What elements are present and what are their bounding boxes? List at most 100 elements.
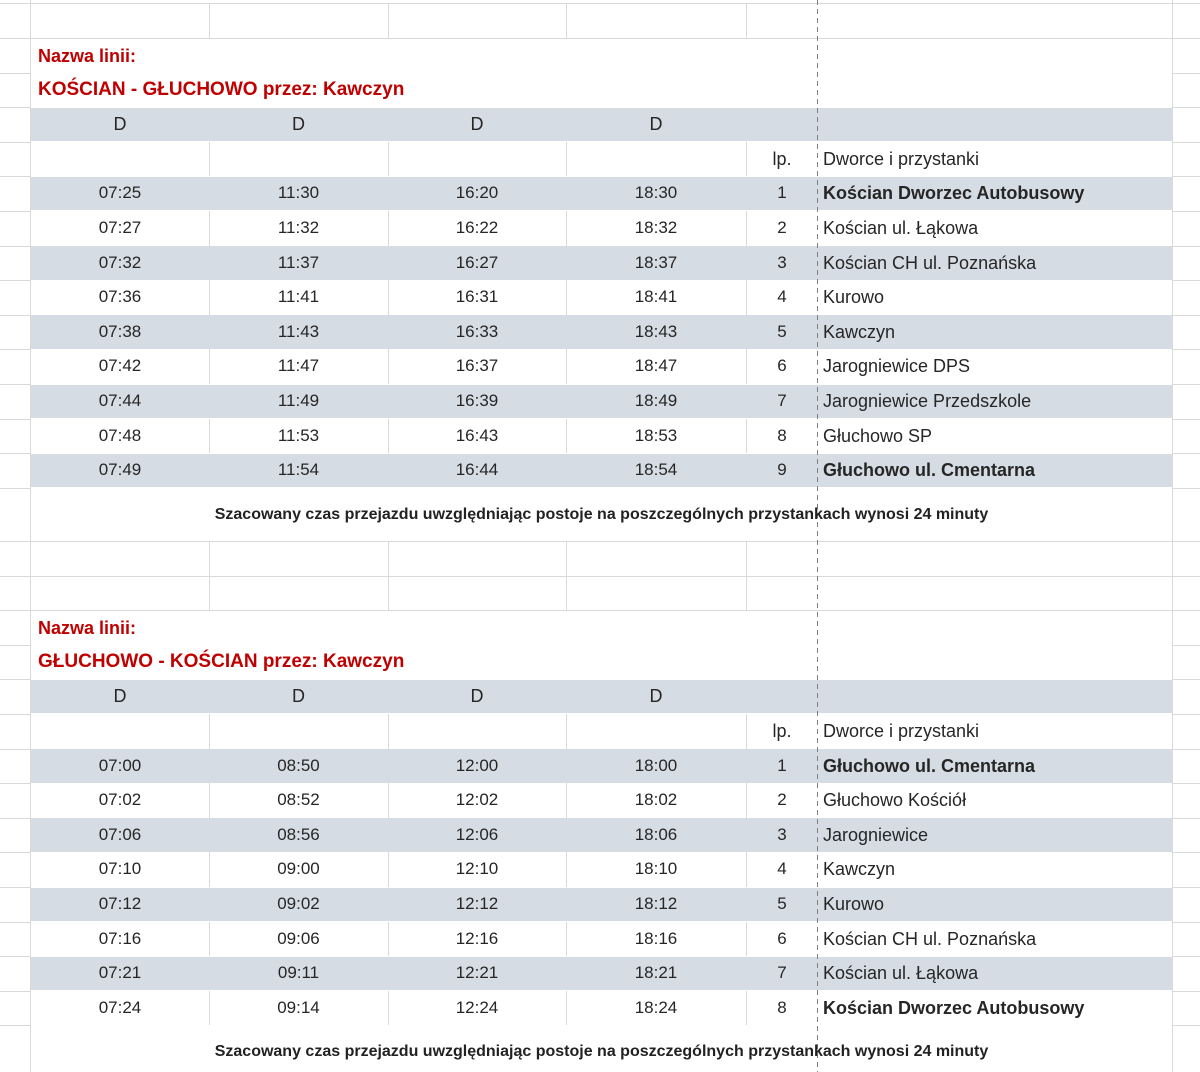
time-cell[interactable]: 07:49	[98, 460, 142, 480]
time-cell[interactable]: 12:24	[455, 997, 499, 1017]
stop-name-cell[interactable]: Kościan CH ul. Poznańska	[823, 252, 1037, 273]
time-cell[interactable]: 09:11	[277, 963, 320, 983]
stop-name-cell[interactable]: Kurowo	[823, 894, 885, 914]
time-cell[interactable]: 11:43	[277, 321, 320, 341]
time-cell[interactable]: 07:32	[98, 252, 142, 272]
stop-name-cell[interactable]: Kościan Dworzec Autobusowy	[823, 183, 1085, 204]
lp-header[interactable]: lp.	[772, 721, 792, 741]
time-cell[interactable]: 11:49	[277, 391, 320, 410]
stop-name-cell[interactable]: Głuchowo ul. Cmentarna	[823, 460, 1036, 481]
stop-name-cell[interactable]: Kościan ul. Łąkowa	[823, 963, 979, 984]
time-cell[interactable]: 12:06	[455, 824, 499, 844]
time-cell[interactable]: 16:22	[455, 218, 499, 237]
time-cell[interactable]: 18:47	[634, 356, 678, 376]
time-cell[interactable]: 12:02	[455, 790, 499, 810]
row-number-cell[interactable]: 2	[777, 218, 787, 237]
time-cell[interactable]: 16:33	[455, 321, 499, 341]
time-cell[interactable]: 07:21	[98, 963, 142, 983]
day-code-header[interactable]: D	[470, 686, 484, 707]
time-cell[interactable]: 07:10	[98, 859, 142, 879]
row-number-cell[interactable]: 1	[777, 183, 787, 203]
time-cell[interactable]: 07:24	[98, 997, 142, 1017]
time-cell[interactable]: 07:06	[98, 824, 142, 844]
travel-time-note[interactable]: Szacowany czas przejazdu uwzględniając p…	[214, 505, 989, 523]
stops-header[interactable]: Dworce i przystanki	[823, 721, 980, 741]
stop-name-cell[interactable]: Jarogniewice DPS	[823, 356, 971, 377]
row-number-cell[interactable]: 5	[777, 894, 787, 913]
line-name-label[interactable]: Nazwa linii:	[38, 618, 137, 639]
time-cell[interactable]: 11:32	[277, 218, 320, 237]
day-code-header[interactable]: D	[470, 114, 484, 135]
time-cell[interactable]: 11:53	[277, 425, 320, 445]
time-cell[interactable]: 12:21	[455, 963, 499, 983]
time-cell[interactable]: 18:30	[634, 183, 678, 203]
time-cell[interactable]: 12:12	[455, 894, 499, 913]
row-number-cell[interactable]: 6	[777, 928, 787, 948]
time-cell[interactable]: 09:06	[277, 928, 320, 948]
row-number-cell[interactable]: 7	[777, 963, 787, 983]
time-cell[interactable]: 07:12	[98, 894, 142, 913]
row-number-cell[interactable]: 1	[777, 755, 787, 775]
time-cell[interactable]: 16:43	[455, 425, 499, 445]
day-code-header[interactable]: D	[649, 114, 663, 135]
time-cell[interactable]: 18:21	[634, 963, 678, 983]
time-cell[interactable]: 07:02	[98, 790, 142, 810]
row-number-cell[interactable]: 6	[777, 356, 787, 376]
stop-name-cell[interactable]: Kościan Dworzec Autobusowy	[823, 997, 1085, 1018]
time-cell[interactable]: 18:06	[634, 824, 678, 844]
row-number-cell[interactable]: 3	[777, 252, 787, 272]
row-number-cell[interactable]: 4	[777, 859, 787, 879]
time-cell[interactable]: 16:31	[455, 287, 499, 307]
time-cell[interactable]: 16:37	[455, 356, 499, 376]
time-cell[interactable]: 08:52	[277, 790, 320, 810]
lp-header[interactable]: lp.	[772, 148, 792, 169]
time-cell[interactable]: 16:44	[455, 460, 499, 480]
time-cell[interactable]: 07:48	[98, 425, 142, 445]
time-cell[interactable]: 16:27	[455, 252, 499, 272]
time-cell[interactable]: 11:37	[277, 252, 320, 272]
time-cell[interactable]: 09:00	[277, 859, 320, 879]
time-cell[interactable]: 12:16	[455, 928, 499, 948]
row-number-cell[interactable]: 2	[777, 790, 787, 810]
time-cell[interactable]: 09:14	[277, 997, 320, 1017]
time-cell[interactable]: 11:54	[277, 460, 320, 480]
stop-name-cell[interactable]: Głuchowo ul. Cmentarna	[823, 755, 1036, 776]
stop-name-cell[interactable]: Kościan ul. Łąkowa	[823, 218, 979, 238]
row-number-cell[interactable]: 8	[777, 997, 787, 1017]
stop-name-cell[interactable]: Jarogniewice Przedszkole	[823, 391, 1032, 411]
time-cell[interactable]: 18:37	[634, 252, 678, 272]
stop-name-cell[interactable]: Kurowo	[823, 287, 885, 308]
time-cell[interactable]: 18:49	[634, 391, 678, 410]
time-cell[interactable]: 18:10	[634, 859, 678, 879]
stop-name-cell[interactable]: Głuchowo SP	[823, 425, 933, 446]
time-cell[interactable]: 07:36	[98, 287, 142, 307]
time-cell[interactable]: 07:16	[98, 928, 142, 948]
time-cell[interactable]: 11:41	[277, 287, 320, 307]
time-cell[interactable]: 16:20	[455, 183, 499, 203]
time-cell[interactable]: 18:54	[634, 460, 678, 480]
time-cell[interactable]: 07:27	[98, 218, 142, 237]
line-name-label[interactable]: Nazwa linii:	[38, 46, 137, 66]
time-cell[interactable]: 12:10	[455, 859, 499, 879]
time-cell[interactable]: 18:43	[634, 321, 678, 341]
line-title[interactable]: GŁUCHOWO - KOŚCIAN przez: Kawczyn	[38, 650, 405, 672]
stop-name-cell[interactable]: Głuchowo Kościół	[823, 790, 967, 811]
stops-header[interactable]: Dworce i przystanki	[823, 148, 980, 169]
stop-name-cell[interactable]: Kościan CH ul. Poznańska	[823, 928, 1037, 949]
row-number-cell[interactable]: 8	[777, 425, 787, 445]
day-code-header[interactable]: D	[113, 114, 127, 135]
time-cell[interactable]: 18:02	[634, 790, 678, 810]
time-cell[interactable]: 18:53	[634, 425, 678, 445]
stop-name-cell[interactable]: Jarogniewice	[823, 824, 929, 845]
stop-name-cell[interactable]: Kawczyn	[823, 321, 896, 342]
row-number-cell[interactable]: 5	[777, 321, 787, 341]
row-number-cell[interactable]: 9	[777, 460, 787, 480]
day-code-header[interactable]: D	[649, 686, 663, 707]
time-cell[interactable]: 18:12	[634, 894, 678, 913]
time-cell[interactable]: 08:56	[277, 824, 320, 844]
row-number-cell[interactable]: 3	[777, 824, 787, 844]
time-cell[interactable]: 07:44	[98, 391, 142, 410]
time-cell[interactable]: 07:42	[98, 356, 142, 376]
time-cell[interactable]: 09:02	[277, 894, 320, 913]
